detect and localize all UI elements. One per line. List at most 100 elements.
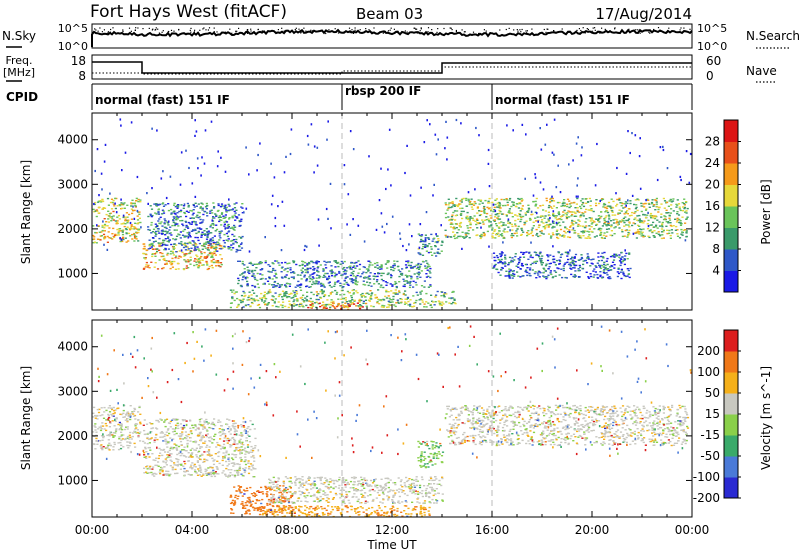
echo-cell — [319, 276, 322, 278]
echo-cell — [337, 298, 340, 300]
echo-cell — [171, 252, 175, 254]
echo-cell — [272, 267, 275, 270]
echo-cell — [547, 274, 550, 276]
echo-cell — [385, 291, 388, 293]
echo-cell — [211, 217, 215, 219]
echo-cell — [238, 236, 241, 238]
echo-cell — [633, 203, 636, 206]
echo-cell — [602, 271, 605, 274]
echo-cell — [125, 232, 128, 234]
echo-cell — [498, 202, 501, 204]
echo-cell — [367, 269, 370, 272]
echo-cell — [135, 200, 138, 202]
echo-cell — [183, 474, 186, 476]
echo-cell — [404, 298, 407, 300]
echo-cell — [109, 431, 112, 433]
echo-cell — [95, 209, 98, 211]
echo-cell — [523, 223, 526, 226]
echo-cell — [464, 232, 467, 234]
echo-cell — [212, 246, 215, 248]
echo-cell — [512, 272, 515, 275]
echo-cell — [520, 200, 523, 202]
echo-cell — [107, 231, 110, 233]
echo-cell — [106, 241, 109, 243]
echo-cell — [355, 275, 358, 278]
echo-cell — [203, 426, 206, 428]
echo-cell — [591, 222, 594, 224]
echo-cell — [607, 222, 610, 224]
noise-search-dot — [351, 29, 353, 31]
echo-cell — [616, 271, 619, 273]
echo-cell — [256, 304, 259, 306]
echo-cell — [652, 221, 655, 224]
echo-cell — [130, 438, 133, 440]
echo-cell — [195, 224, 198, 226]
echo-cell — [299, 302, 302, 305]
echo-cell — [435, 153, 438, 156]
echo-cell — [511, 216, 514, 218]
echo-cell — [631, 132, 633, 135]
echo-cell — [187, 267, 190, 269]
echo-cell — [564, 226, 567, 228]
echo-cell — [561, 204, 565, 207]
echo-cell — [138, 228, 141, 230]
echo-cell — [316, 270, 319, 272]
echo-cell — [368, 264, 371, 266]
echo-cell — [146, 465, 149, 467]
echo-cell — [365, 268, 368, 270]
echo-cell — [676, 213, 679, 215]
echo-cell — [251, 465, 254, 467]
echo-cell — [370, 293, 373, 295]
echo-cell — [171, 257, 174, 260]
echo-cell — [143, 452, 146, 454]
echo-cell — [646, 223, 649, 225]
echo-cell — [316, 269, 319, 271]
echo-cell — [162, 212, 166, 214]
noise-search-dot — [107, 31, 109, 33]
echo-cell — [210, 209, 213, 211]
echo-cell — [347, 303, 350, 306]
echo-cell — [566, 217, 569, 219]
echo-cell — [123, 225, 126, 228]
echo-cell — [525, 269, 528, 271]
echo-cell — [507, 218, 510, 221]
echo-cell — [405, 266, 408, 268]
echo-cell — [598, 202, 601, 205]
echo-cell — [678, 221, 681, 224]
echo-cell — [625, 252, 628, 255]
echo-cell — [201, 231, 204, 234]
echo-cell — [417, 264, 420, 266]
echo-cell — [242, 298, 245, 300]
echo-cell — [246, 451, 249, 453]
echo-cell — [500, 198, 503, 201]
echo-cell — [349, 301, 352, 303]
echo-cell — [563, 263, 566, 265]
echo-cell — [234, 429, 237, 431]
echo-cell — [620, 210, 623, 212]
echo-cell — [177, 435, 180, 437]
echo-cell — [590, 230, 593, 233]
echo-cell — [505, 199, 508, 201]
echo-cell — [293, 295, 296, 297]
echo-cell — [254, 468, 257, 470]
echo-cell — [578, 269, 581, 272]
echo-cell — [504, 224, 507, 226]
echo-cell — [266, 303, 269, 305]
echo-cell — [666, 229, 669, 231]
echo-cell — [203, 420, 206, 422]
echo-cell — [185, 210, 188, 212]
echo-cell — [190, 464, 193, 466]
echo-cell — [497, 271, 500, 274]
echo-cell — [362, 283, 365, 286]
echo-cell — [648, 203, 651, 205]
echo-cell — [125, 232, 128, 235]
echo-cell — [274, 216, 277, 220]
echo-cell — [186, 259, 189, 261]
echo-cell — [229, 428, 232, 430]
echo-cell — [258, 306, 262, 309]
noise-search-dot — [134, 29, 136, 31]
echo-cell — [380, 264, 383, 266]
echo-cell — [609, 266, 612, 268]
echo-cell — [124, 419, 127, 421]
echo-cell — [241, 449, 244, 451]
